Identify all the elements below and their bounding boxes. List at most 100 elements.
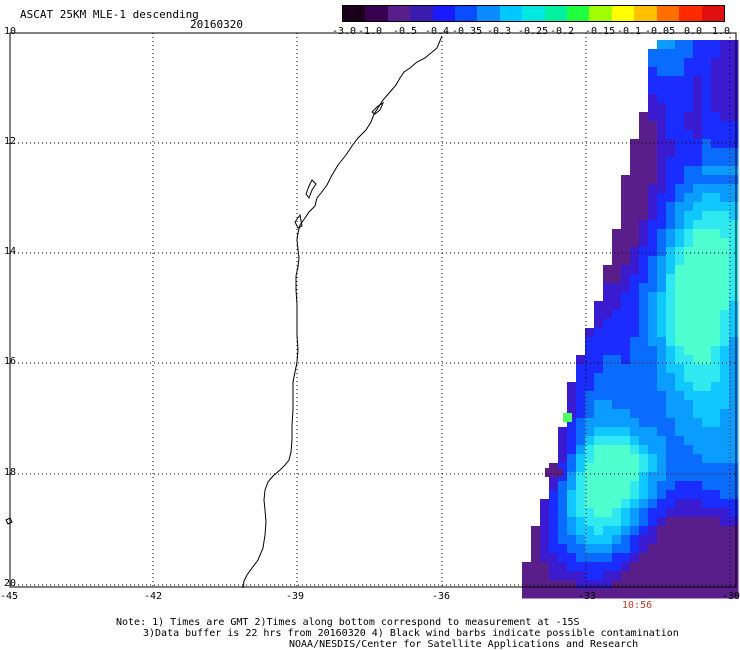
swath-pixel bbox=[567, 589, 577, 599]
swath-pixel bbox=[657, 562, 667, 572]
swath-pixel bbox=[666, 229, 676, 239]
swath-pixel bbox=[657, 229, 667, 239]
swath-pixel bbox=[639, 517, 649, 527]
swath-pixel bbox=[594, 490, 604, 500]
swath-pixel bbox=[540, 589, 550, 599]
swath-pixel bbox=[711, 193, 721, 203]
swath-pixel bbox=[621, 391, 631, 401]
swath-pixel bbox=[621, 373, 631, 383]
swath-pixel bbox=[729, 265, 739, 275]
swath-pixel bbox=[630, 463, 640, 473]
swath-pixel bbox=[648, 310, 658, 320]
longitude-label: -42 bbox=[144, 591, 163, 602]
swath-pixel bbox=[657, 463, 667, 473]
swath-pixel bbox=[702, 175, 712, 185]
swath-pixel bbox=[720, 283, 730, 293]
swath-pixel bbox=[549, 535, 559, 545]
swath-pixel bbox=[720, 490, 730, 500]
swath-pixel bbox=[621, 310, 631, 320]
swath-pixel bbox=[702, 436, 712, 446]
swath-pixel bbox=[711, 130, 721, 140]
swath-pixel bbox=[558, 553, 568, 563]
swath-pixel bbox=[549, 526, 559, 536]
swath-pixel bbox=[639, 445, 649, 455]
swath-pixel bbox=[711, 139, 721, 149]
swath-pixel bbox=[621, 481, 631, 491]
swath-pixel bbox=[630, 517, 640, 527]
swath-pixel bbox=[639, 112, 649, 122]
swath-pixel bbox=[675, 292, 685, 302]
swath-pixel bbox=[684, 373, 694, 383]
swath-pixel bbox=[675, 265, 685, 275]
swath-pixel bbox=[585, 544, 595, 554]
swath-pixel bbox=[594, 481, 604, 491]
swath-pixel bbox=[648, 175, 658, 185]
swath-pixel bbox=[693, 589, 703, 599]
color-scale-label: -1.0 bbox=[358, 26, 383, 37]
swath-pixel bbox=[684, 247, 694, 257]
swath-pixel bbox=[531, 580, 541, 590]
swath-pixel bbox=[567, 472, 577, 482]
swath-pixel bbox=[702, 454, 712, 464]
swath-pixel bbox=[675, 76, 685, 86]
swath-pixel bbox=[711, 121, 721, 131]
swath-pixel bbox=[648, 211, 658, 221]
swath-pixel bbox=[684, 283, 694, 293]
swath-pixel bbox=[711, 337, 721, 347]
swath-pixel bbox=[630, 526, 640, 536]
swath-pixel bbox=[711, 589, 721, 599]
swath-pixel bbox=[702, 76, 712, 86]
swath-pixel bbox=[711, 418, 721, 428]
swath-pixel bbox=[621, 436, 631, 446]
swath-pixel bbox=[639, 220, 649, 230]
swath-pixel bbox=[729, 103, 739, 113]
color-scale-swatch bbox=[477, 6, 500, 21]
swath-pixel bbox=[657, 85, 667, 95]
swath-pixel bbox=[702, 391, 712, 401]
swath-pixel bbox=[576, 409, 586, 419]
swath-pixel bbox=[693, 220, 703, 230]
swath-pixel bbox=[639, 472, 649, 482]
swath-pixel bbox=[657, 310, 667, 320]
swath-pixel bbox=[729, 436, 739, 446]
swath-pixel bbox=[711, 301, 721, 311]
swath-pixel bbox=[702, 427, 712, 437]
swath-pixel bbox=[720, 211, 730, 221]
swath-pixel bbox=[576, 391, 586, 401]
swath-pixel bbox=[549, 499, 559, 509]
swath-pixel bbox=[657, 544, 667, 554]
swath-pixel bbox=[594, 382, 604, 392]
swath-pixel bbox=[594, 436, 604, 446]
swath-pixel bbox=[666, 355, 676, 365]
swath-pixel bbox=[702, 139, 712, 149]
swath-pixel bbox=[666, 139, 676, 149]
swath-pixel bbox=[594, 310, 604, 320]
swath-pixel bbox=[612, 490, 622, 500]
swath-pixel bbox=[666, 175, 676, 185]
swath-pixel bbox=[684, 400, 694, 410]
swath-pixel bbox=[666, 400, 676, 410]
swath-pixel bbox=[603, 436, 613, 446]
swath-pixel bbox=[675, 283, 685, 293]
swath-pixel bbox=[684, 229, 694, 239]
swath-pixel bbox=[675, 364, 685, 374]
swath-pixel bbox=[648, 580, 658, 590]
color-scale-label: -0.5 bbox=[393, 26, 418, 37]
swath-pixel bbox=[603, 454, 613, 464]
swath-pixel bbox=[648, 373, 658, 383]
longitude-label: -30 bbox=[722, 591, 740, 602]
swath-pixel bbox=[675, 157, 685, 167]
color-scale-label: -0.3 bbox=[487, 26, 512, 37]
swath-pixel bbox=[648, 526, 658, 536]
swath-pixel bbox=[729, 580, 739, 590]
swath-pixel bbox=[666, 193, 676, 203]
swath-pixel bbox=[684, 112, 694, 122]
swath-pixel bbox=[657, 40, 667, 50]
swath-pixel bbox=[729, 400, 739, 410]
swath-pixel bbox=[684, 418, 694, 428]
swath-pixel bbox=[657, 490, 667, 500]
swath-pixel bbox=[612, 526, 622, 536]
swath-pixel bbox=[657, 454, 667, 464]
swath-pixel bbox=[558, 562, 568, 572]
swath-pixel bbox=[711, 157, 721, 167]
